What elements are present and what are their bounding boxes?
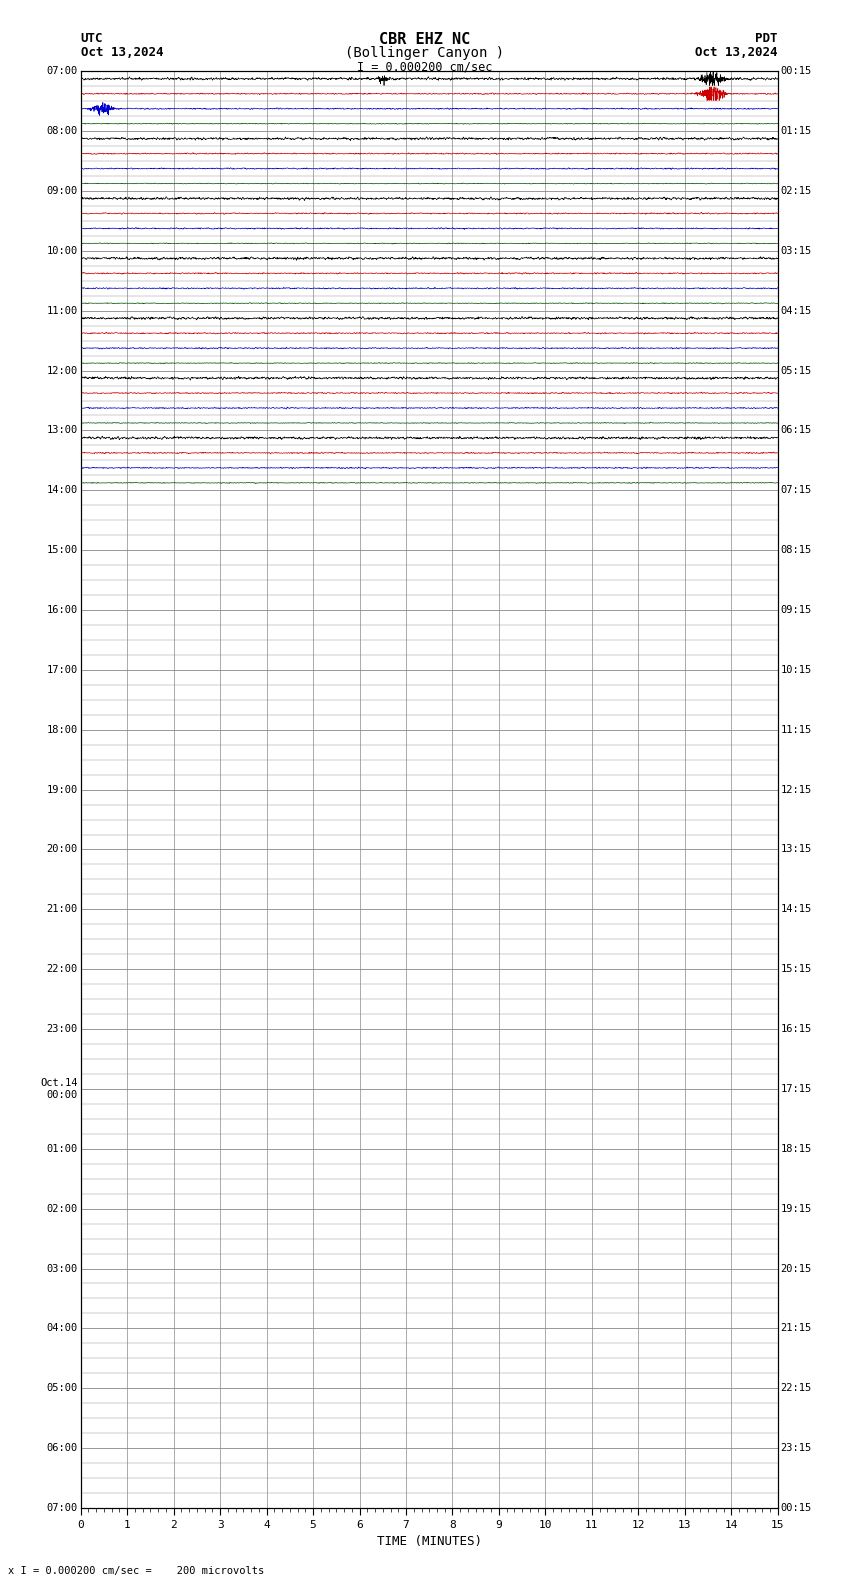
X-axis label: TIME (MINUTES): TIME (MINUTES) [377,1535,482,1548]
Text: x I = 0.000200 cm/sec =    200 microvolts: x I = 0.000200 cm/sec = 200 microvolts [8,1567,264,1576]
Text: Oct 13,2024: Oct 13,2024 [81,46,163,59]
Text: UTC: UTC [81,32,103,44]
Text: Oct 13,2024: Oct 13,2024 [695,46,778,59]
Text: I = 0.000200 cm/sec: I = 0.000200 cm/sec [357,60,493,73]
Text: PDT: PDT [756,32,778,44]
Text: (Bollinger Canyon ): (Bollinger Canyon ) [345,46,505,60]
Text: CBR EHZ NC: CBR EHZ NC [379,32,471,46]
